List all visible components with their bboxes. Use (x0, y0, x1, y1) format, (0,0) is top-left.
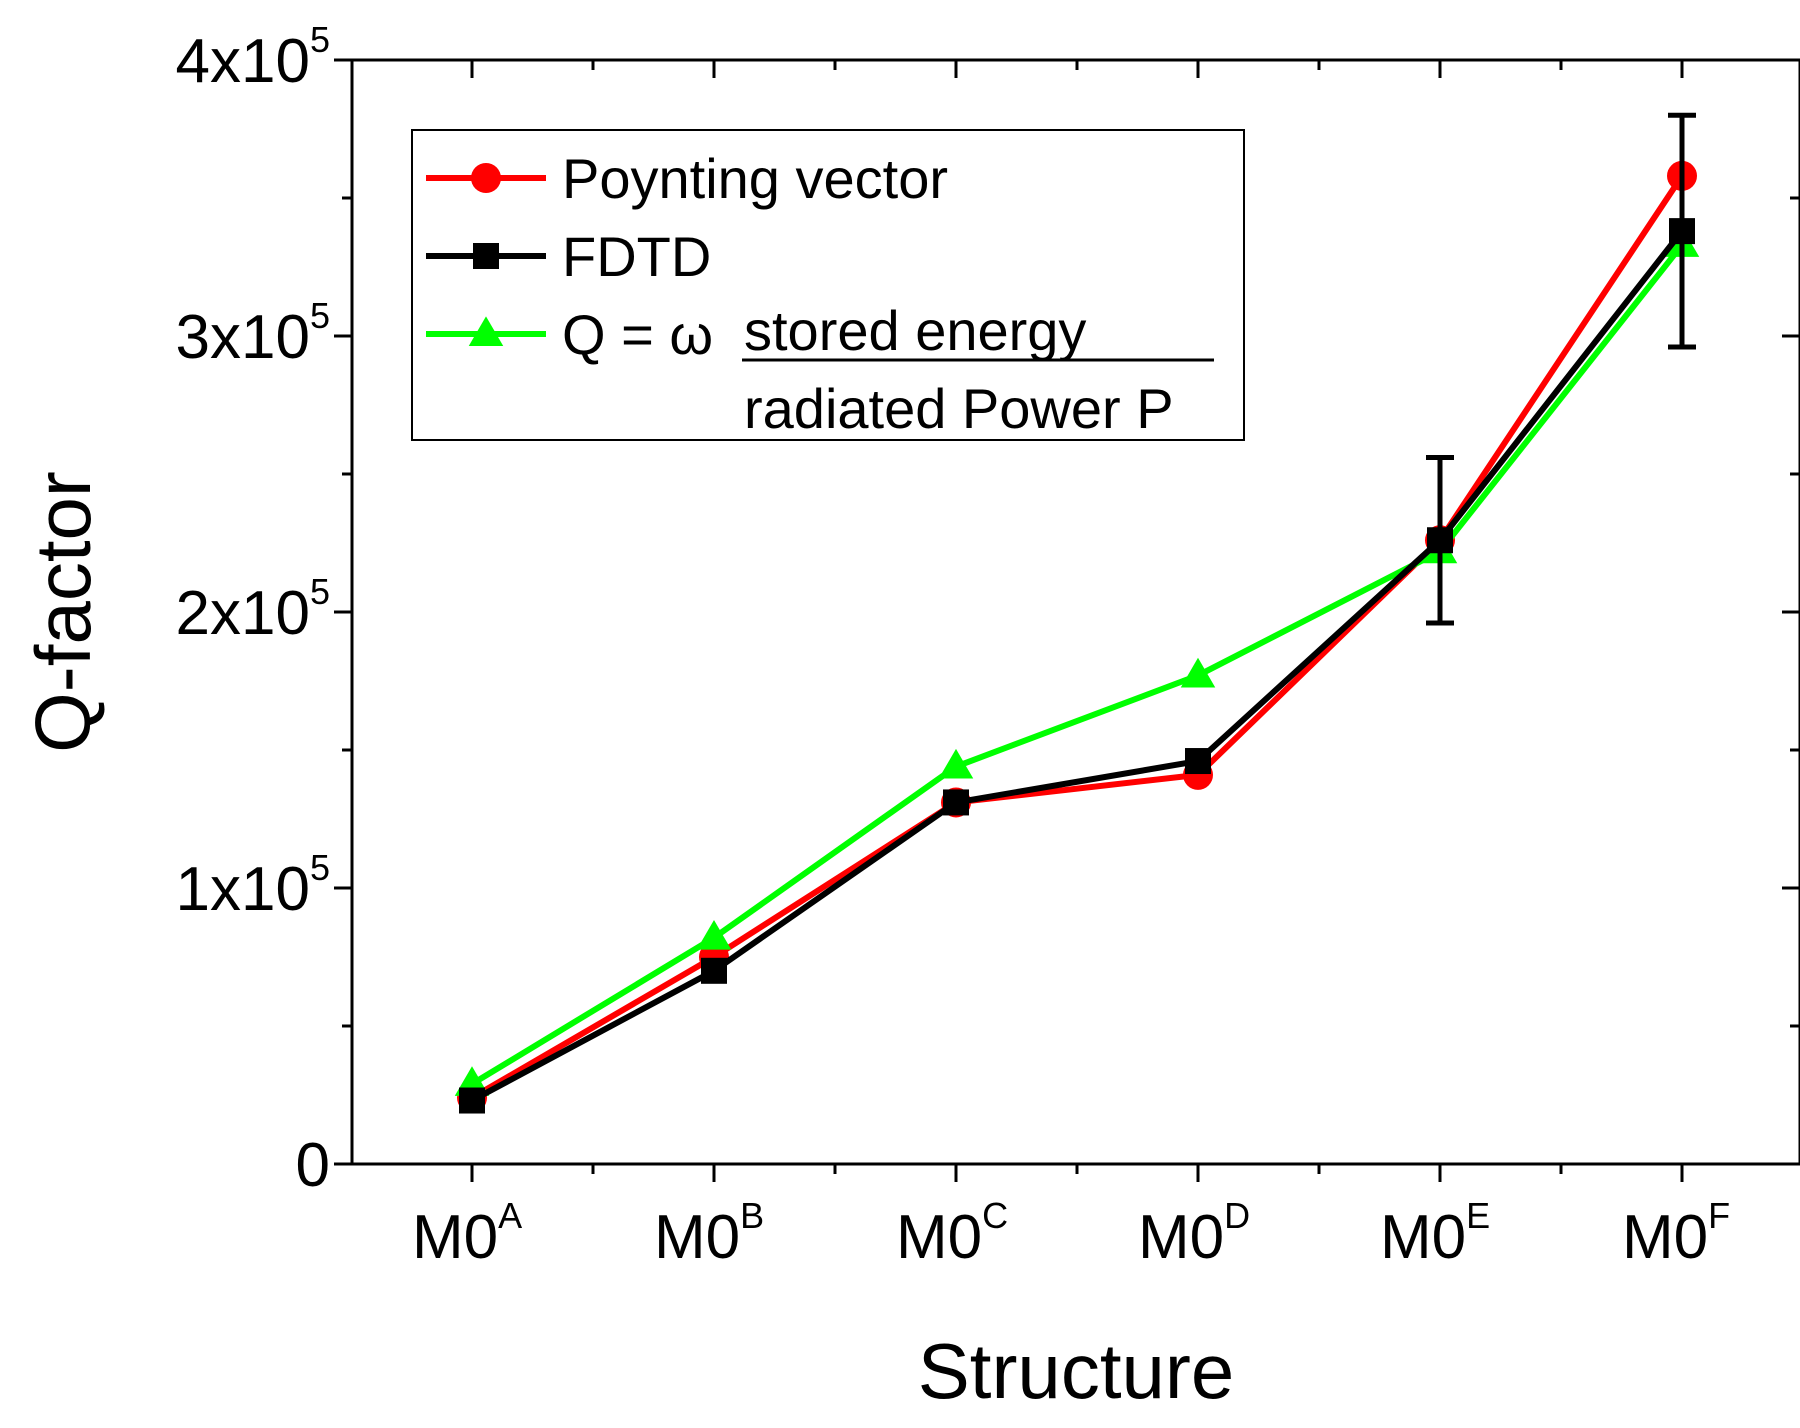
x-tick-labels: M0A M0B M0C M0D M0E M0F (412, 1195, 1730, 1272)
axis-ticks (334, 58, 1800, 1182)
x-tick-label: M0A (412, 1195, 522, 1272)
y-tick-label: 2x105 (176, 571, 330, 648)
y-tick-label: 0 (296, 1131, 330, 1200)
legend-sample-marker (473, 243, 499, 269)
legend-label-q-denominator: radiated Power P (744, 377, 1174, 440)
x-tick-label: M0F (1622, 1195, 1730, 1272)
data-point (459, 1087, 485, 1114)
y-tick-label: 4x105 (176, 19, 330, 96)
data-point (1669, 218, 1695, 245)
legend-label-q-numerator: stored energy (744, 299, 1086, 362)
x-tick-label: M0C (896, 1195, 1008, 1272)
y-tick-label: 3x105 (176, 295, 330, 372)
x-tick-label: M0B (654, 1195, 764, 1272)
data-point (1427, 527, 1453, 554)
legend: Poynting vector FDTD Q = ω stored energy… (411, 129, 1245, 441)
legend-sample-marker (471, 163, 501, 193)
data-point (1185, 748, 1211, 775)
x-axis-title: Structure (918, 1327, 1234, 1415)
data-point (938, 748, 974, 779)
x-tick-label: M0E (1380, 1195, 1490, 1272)
data-point (696, 920, 732, 950)
legend-label-poynting: Poynting vector (562, 147, 948, 210)
series-line (470, 174, 1685, 1101)
y-axis-title: Q-factor (19, 471, 107, 753)
legend-box (411, 129, 1245, 441)
y-tick-label: 1x105 (176, 847, 330, 924)
data-point (1180, 657, 1216, 688)
data-point (943, 789, 969, 816)
legend-sample-marker (468, 316, 504, 346)
series-line (470, 229, 1685, 1104)
y-tick-labels: 0 1x105 2x105 3x105 4x105 (176, 19, 330, 1200)
series-layer (454, 112, 1700, 1114)
x-tick-label: M0D (1138, 1195, 1250, 1272)
legend-label-q-prefix: Q = ω (562, 303, 713, 366)
legend-samples (426, 163, 546, 346)
legend-label-fdtd: FDTD (562, 225, 711, 288)
series-1 (459, 112, 1696, 1114)
data-point (701, 957, 727, 984)
series-line (470, 243, 1685, 1087)
